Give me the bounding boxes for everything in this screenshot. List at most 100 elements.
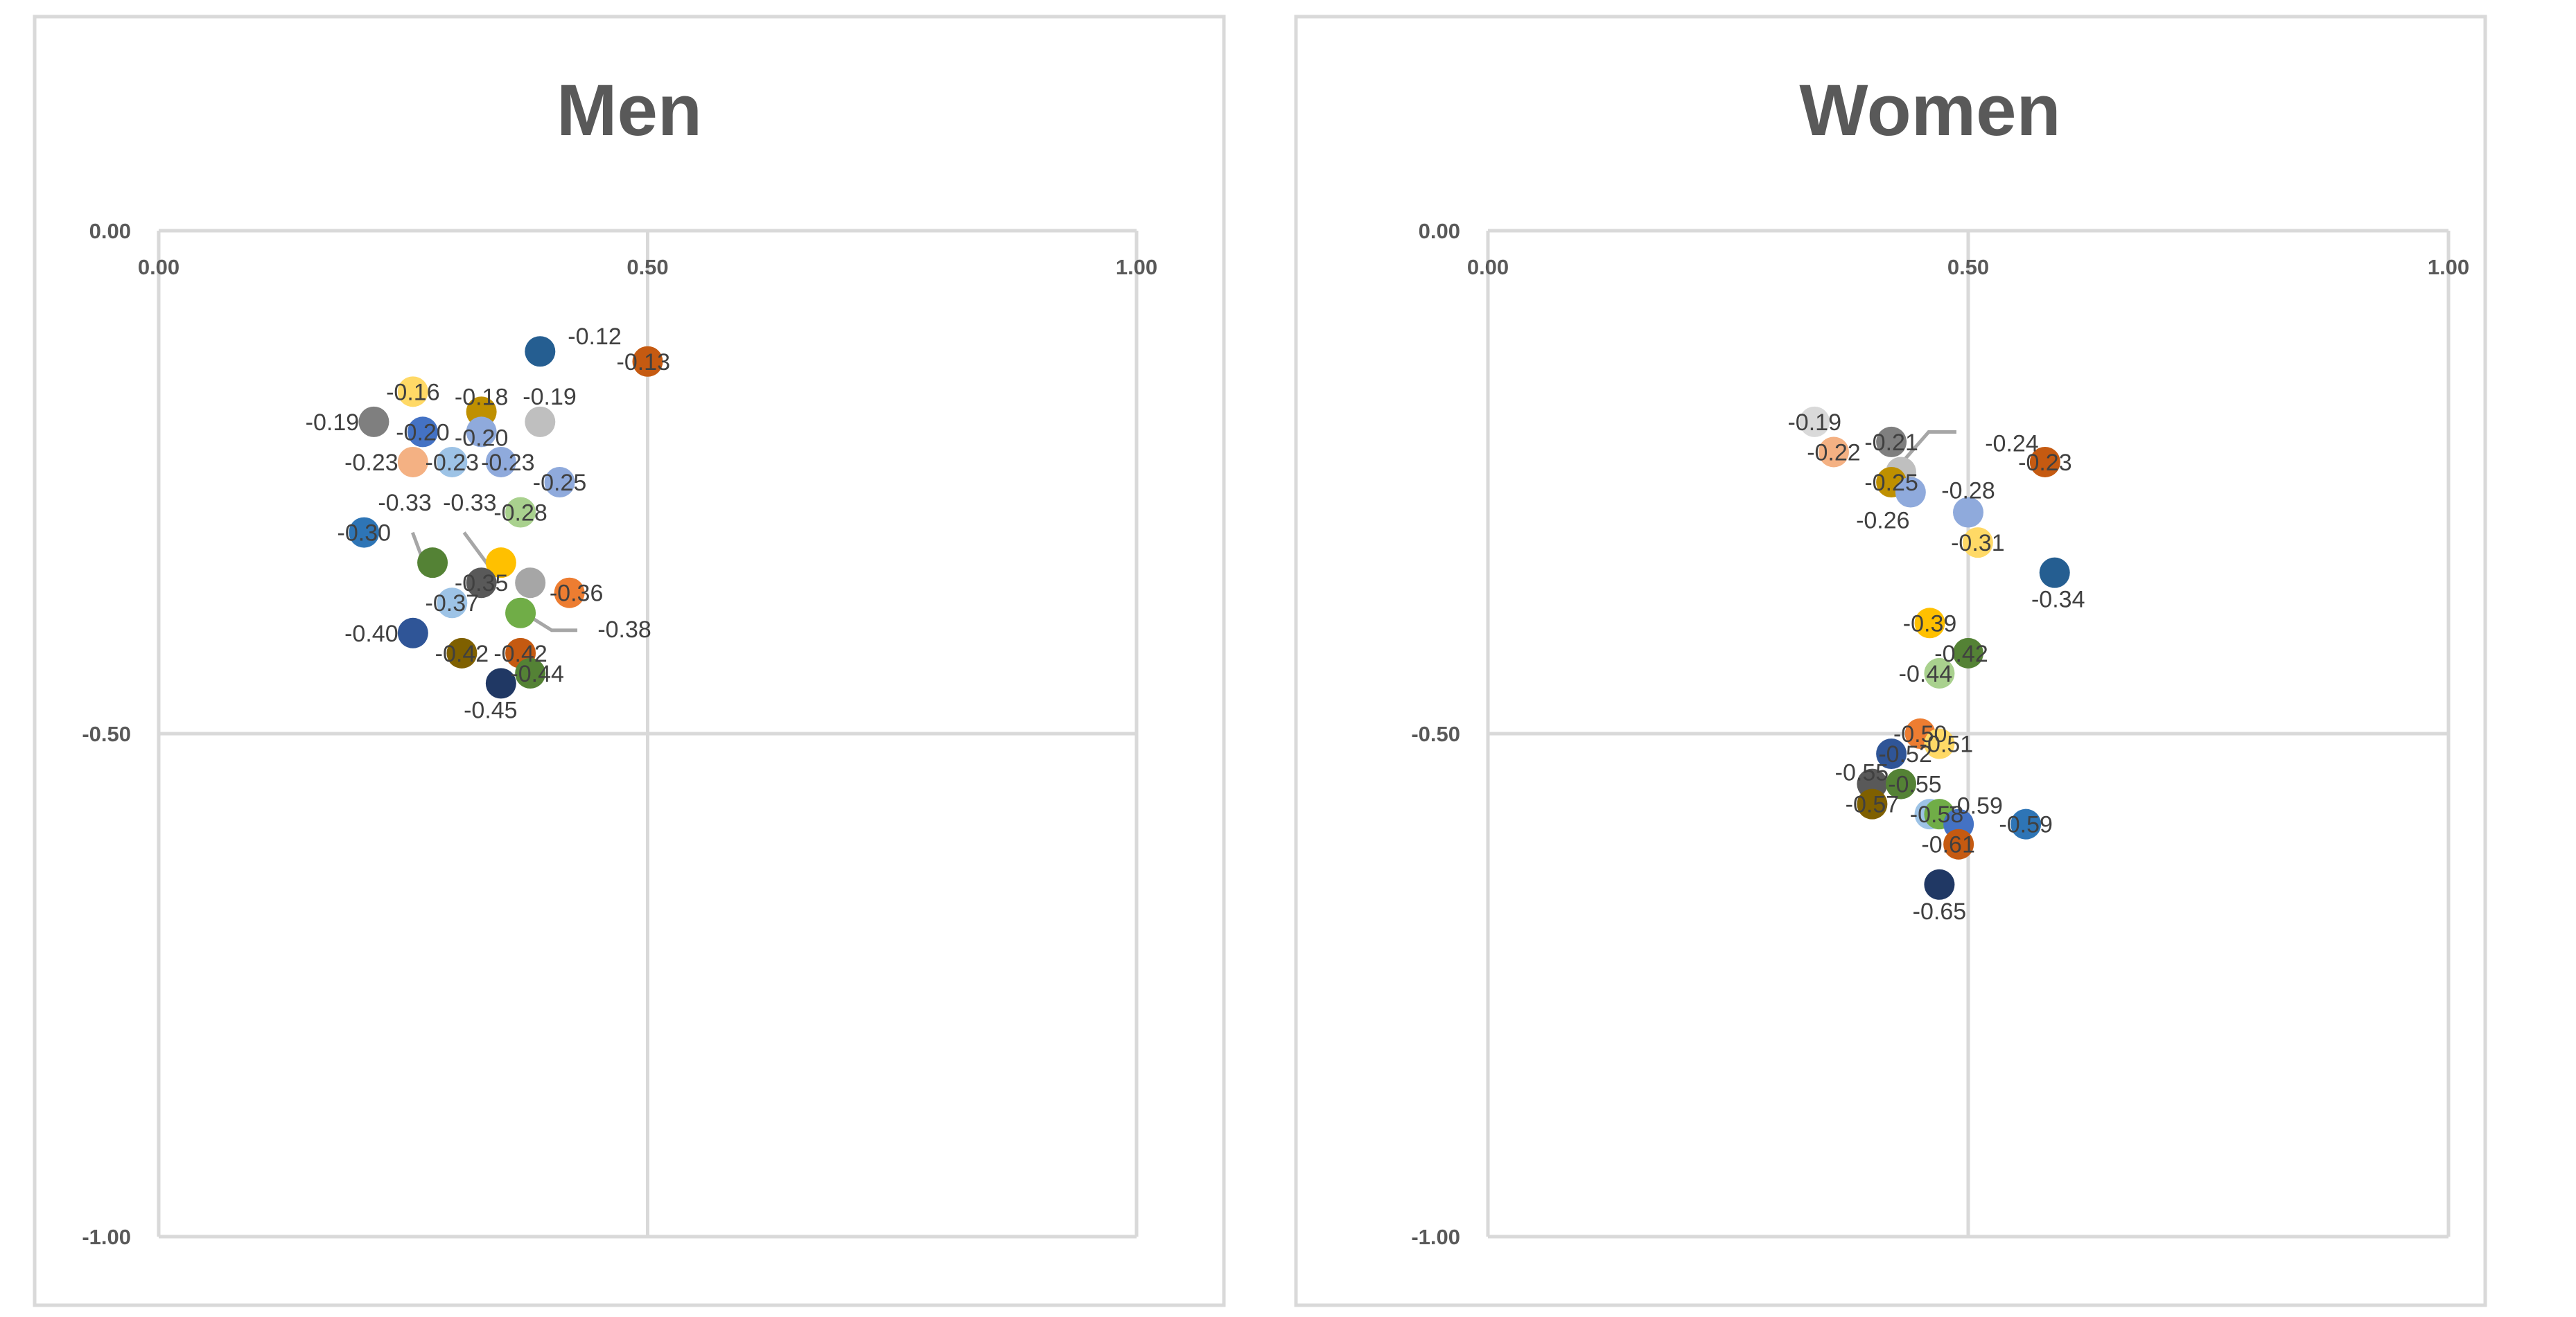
data-label: -0.35: [455, 570, 509, 596]
data-point: [525, 336, 556, 367]
data-point: [505, 597, 536, 628]
data-point: [1895, 477, 1926, 508]
data-point: [2029, 446, 2060, 477]
data-point: [2010, 808, 2042, 840]
data-point: [2039, 557, 2070, 588]
data-point: [544, 467, 575, 497]
data-point: [1818, 436, 1849, 468]
x-tick-label: 1.00: [1116, 255, 1157, 279]
y-tick-label: -1.00: [82, 1225, 131, 1249]
data-label: -0.23: [2018, 450, 2072, 476]
data-point: [1876, 739, 1907, 770]
chart-panel-men: Men 0.00 0.50 1.000.00-0.50-1.00 -0.12-0.1…: [33, 15, 1226, 1307]
labels-men: -0.12-0.13 -0.16 -0.18 -0.19 -0.19 -0.20 -0.20…: [306, 324, 670, 723]
points-men: [349, 336, 663, 699]
data-label: -0.52: [1878, 741, 1932, 768]
data-point: [515, 657, 546, 689]
data-point: [407, 416, 438, 448]
data-point: [1953, 637, 1983, 669]
x-tick-label: 0.50: [627, 255, 668, 279]
chart-frame-men: [33, 15, 1226, 1307]
data-label: -0.38: [597, 617, 651, 643]
data-label: -0.19: [306, 409, 360, 436]
data-label: -0.20: [455, 425, 509, 451]
data-label: -0.23: [481, 450, 535, 476]
data-label: -0.58: [1910, 802, 1964, 828]
data-label: -0.59: [1999, 812, 2053, 838]
data-point: [437, 446, 468, 477]
data-point: [554, 577, 585, 608]
data-point: [397, 446, 428, 477]
chart-title-men: Men: [557, 70, 702, 151]
data-point: [485, 668, 516, 699]
data-point: [466, 567, 497, 599]
data-label: -0.20: [396, 419, 450, 445]
data-label: -0.28: [1941, 478, 1995, 504]
y-tick-label: 0.00: [1419, 219, 1460, 243]
labels-women: -0.19 -0.22 -0.21 -0.24-0.23 -0.25 -0.26 -0.28…: [1787, 409, 2085, 925]
data-label: -0.23: [344, 450, 398, 476]
data-point: [466, 416, 497, 448]
data-point: [349, 517, 380, 548]
data-label: -0.42: [435, 641, 489, 667]
data-point: [1914, 608, 1945, 639]
grid-men: [159, 231, 1139, 1239]
data-point: [505, 497, 536, 528]
data-point: [632, 346, 663, 377]
data-label: -0.33: [378, 490, 432, 516]
data-label: -0.51: [1920, 732, 1974, 758]
data-point: [1953, 497, 1983, 528]
data-label: -0.25: [533, 470, 587, 496]
data-label: -0.55: [1835, 760, 1889, 786]
y-tick-label: -1.00: [1411, 1225, 1460, 1249]
data-label: -0.34: [2031, 587, 2085, 613]
data-label: -0.36: [550, 581, 604, 607]
data-label: -0.24: [1985, 430, 2039, 457]
data-label: -0.61: [1921, 832, 1975, 858]
data-point: [417, 547, 448, 578]
y-tick-label: -0.50: [82, 722, 131, 746]
data-label: -0.12: [568, 324, 622, 350]
data-label: -0.44: [1899, 661, 1953, 687]
chart-panel-women: Women 0.00 0.50 1.000.00-0.50-1.00 -0.19-0…: [1294, 15, 2487, 1307]
data-label: -0.26: [1856, 508, 1910, 534]
data-label: -0.42: [493, 641, 547, 667]
x-tick-label: 1.00: [2428, 255, 2469, 279]
data-label: -0.21: [1864, 430, 1918, 456]
x-tick-label: 0.00: [138, 255, 179, 279]
leaders-women: [1903, 430, 1956, 461]
data-point: [1924, 728, 1955, 759]
data-label: -0.59: [1949, 793, 2003, 820]
data-point: [1943, 829, 1974, 860]
y-tick-label: -0.50: [1411, 722, 1460, 746]
data-label: -0.42: [1934, 641, 1988, 667]
data-point: [1799, 406, 1830, 437]
ticks-women: 0.00 0.50 1.00 0.00 -0.50 -1.00: [1411, 219, 2469, 1249]
data-point: [1962, 527, 1993, 558]
axes-men: [157, 229, 1137, 1237]
data-point: [1857, 788, 1888, 820]
data-point: [1876, 426, 1907, 457]
data-point: [485, 446, 516, 477]
data-point: [525, 406, 556, 437]
axes-women: [1486, 229, 2448, 1237]
data-label: -0.28: [493, 500, 547, 527]
data-point: [1924, 657, 1955, 689]
data-label: -0.23: [426, 450, 480, 476]
grid-women: [1488, 231, 2451, 1239]
data-label: -0.22: [1807, 439, 1861, 466]
y-tick-label: 0.00: [89, 219, 131, 243]
data-label: -0.25: [1864, 470, 1918, 496]
points-women: [1799, 406, 2070, 900]
data-label: -0.18: [455, 384, 509, 410]
data-label: -0.16: [386, 379, 440, 405]
data-label: -0.19: [1787, 409, 1841, 436]
chart-frame-women: [1294, 15, 2487, 1307]
data-label: -0.13: [617, 349, 671, 375]
data-label: -0.31: [1951, 530, 2005, 556]
data-point: [446, 637, 477, 669]
data-label: -0.40: [344, 621, 398, 647]
x-tick-label: 0.50: [1947, 255, 1989, 279]
data-label: -0.19: [523, 384, 577, 410]
